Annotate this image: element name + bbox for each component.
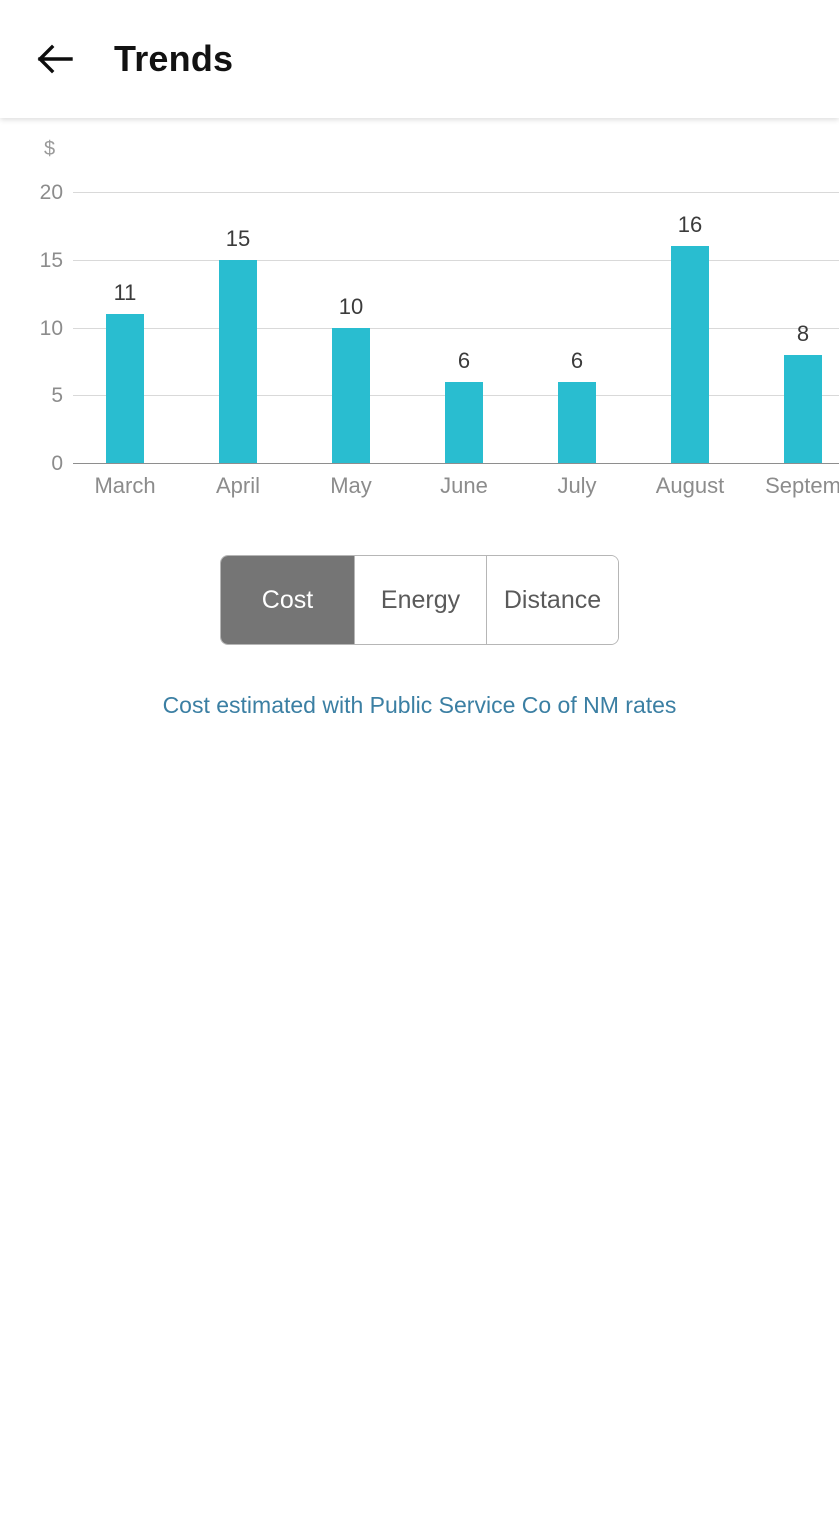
segment-energy[interactable]: Energy — [354, 556, 486, 644]
x-axis-label: April — [215, 473, 260, 498]
bar-value-label: 15 — [225, 225, 251, 251]
chart-bar[interactable] — [219, 259, 257, 463]
app-bar: Trends — [0, 0, 839, 118]
y-axis-tick-label: 5 — [51, 384, 63, 408]
chart-bar[interactable] — [558, 381, 596, 463]
bar-value-label: 8 — [796, 320, 810, 346]
chart-bar[interactable] — [784, 354, 822, 463]
x-axis-label: July — [557, 473, 597, 498]
bar-value-label: 16 — [677, 212, 703, 238]
trends-chart[interactable]: $ 0 5 10 15 20 11 15 10 6 6 16 8 March April May June… — [0, 119, 839, 519]
chart-bar[interactable] — [106, 313, 144, 463]
segment-distance-label: Distance — [503, 585, 602, 614]
x-axis-label: March — [94, 473, 156, 498]
back-button[interactable] — [22, 27, 86, 91]
segment-cost[interactable]: Cost — [221, 556, 354, 644]
segment-cost-label: Cost — [261, 585, 314, 614]
segment-energy-label: Energy — [380, 585, 461, 614]
x-axis-label: June — [440, 473, 488, 498]
gridline — [73, 327, 839, 329]
arrow-left-icon — [34, 39, 74, 79]
bar-value-label: 6 — [570, 347, 584, 373]
x-axis-label: May — [330, 473, 372, 498]
x-axis-label: Septem — [765, 473, 839, 498]
y-axis-tick-label: 15 — [39, 248, 63, 272]
bar-value-label: 6 — [457, 347, 471, 373]
chart-bar[interactable] — [332, 327, 370, 463]
y-axis-tick-label: 0 — [51, 452, 63, 475]
y-axis-tick-label: 20 — [39, 181, 63, 204]
x-axis-label: August — [655, 473, 725, 498]
page-title: Trends — [114, 38, 234, 79]
chart-bar[interactable] — [445, 381, 483, 463]
y-axis-unit-label: $ — [44, 138, 56, 160]
gridline — [73, 192, 839, 193]
y-axis-tick-label: 10 — [39, 316, 63, 340]
chart-bar[interactable] — [671, 246, 709, 463]
segment-distance[interactable]: Distance — [486, 556, 618, 644]
metric-segmented-control[interactable]: Cost Energy Distance — [221, 556, 618, 644]
bar-value-label: 11 — [113, 279, 137, 305]
bar-value-label: 10 — [338, 293, 364, 319]
chart-plot-area: $ 0 5 10 15 20 11 15 10 6 6 16 8 March April May June… — [0, 119, 839, 519]
gridline — [73, 463, 839, 464]
gridline — [73, 259, 839, 261]
cost-estimate-note[interactable]: Cost estimated with Public Service Co of… — [162, 692, 677, 718]
